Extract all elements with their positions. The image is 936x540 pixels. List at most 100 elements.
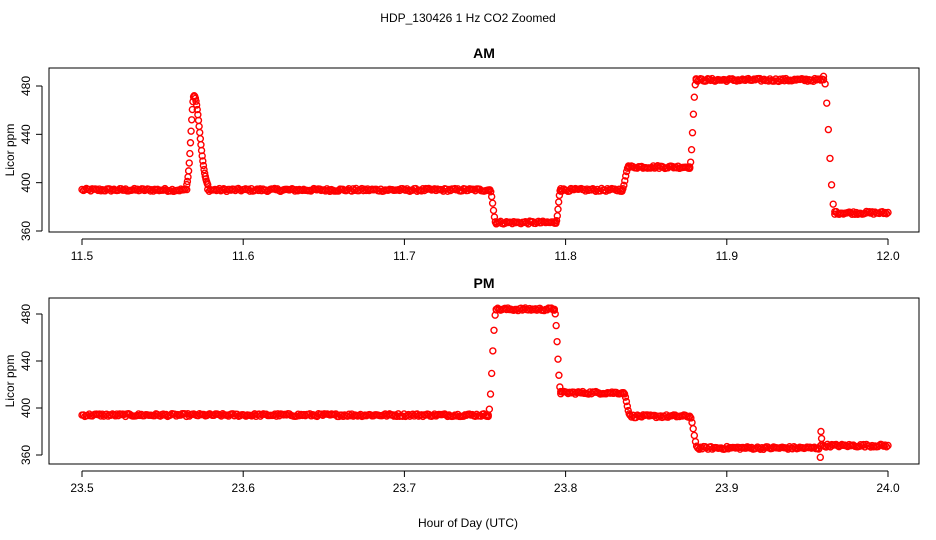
data-point xyxy=(884,441,892,450)
data-point xyxy=(185,159,193,167)
x-tick-label: 11.6 xyxy=(232,249,255,263)
data-point xyxy=(823,99,831,107)
data-point xyxy=(622,172,630,180)
data-point xyxy=(690,431,699,440)
y-axis-title: Licor ppm xyxy=(3,124,17,177)
figure-title: HDP_130426 1 Hz CO2 Zoomed xyxy=(380,11,555,25)
x-tick-label: 24.0 xyxy=(876,481,900,495)
data-point xyxy=(183,180,191,189)
chart-panels: AM 11.5 11.6 11.7 11.8 11.9 12.0 360 400 440 480 Li… xyxy=(3,45,920,495)
x-tick-label: 11.8 xyxy=(554,249,577,263)
data-point xyxy=(487,192,496,201)
data-point xyxy=(619,184,627,193)
data-point xyxy=(824,125,833,134)
data-point xyxy=(688,129,697,137)
y-tick-label: 440 xyxy=(19,124,33,144)
data-point xyxy=(183,185,191,194)
x-tick-label: 23.6 xyxy=(232,481,256,495)
data-point xyxy=(188,105,197,114)
data-point xyxy=(551,310,559,318)
data-point xyxy=(197,141,205,149)
data-point xyxy=(186,149,194,158)
data-point xyxy=(819,72,828,81)
y-tick-label: 480 xyxy=(19,76,33,96)
data-point xyxy=(186,139,195,147)
data-points xyxy=(78,304,892,462)
data-point xyxy=(621,177,629,185)
data-point xyxy=(200,165,208,174)
data-point xyxy=(490,213,499,221)
data-point xyxy=(817,434,826,443)
x-tick-label: 23.5 xyxy=(70,481,94,495)
y-tick-label: 440 xyxy=(19,351,33,371)
data-point xyxy=(686,163,694,171)
x-tick-label: 12.0 xyxy=(876,249,900,263)
plot-frame xyxy=(48,297,920,465)
data-point xyxy=(821,80,829,88)
data-point xyxy=(690,93,699,101)
data-point xyxy=(488,199,497,207)
panel-pm: PM 23.5 23.6 23.7 23.8 23.9 24.0 360 400 440 480 Li… xyxy=(3,275,920,495)
data-point xyxy=(554,205,562,213)
data-point xyxy=(623,402,632,410)
data-point xyxy=(819,76,828,84)
data-point xyxy=(487,369,496,378)
data-point xyxy=(881,208,889,217)
data-point xyxy=(183,177,192,186)
data-point xyxy=(552,216,561,225)
plot-frame xyxy=(48,67,920,233)
x-axis-title: Hour of Day (UTC) xyxy=(418,516,518,530)
data-point xyxy=(622,397,631,406)
data-point xyxy=(487,188,495,196)
data-point xyxy=(882,210,891,218)
x-tick-label: 11.5 xyxy=(71,249,94,263)
data-point xyxy=(624,406,632,415)
data-point xyxy=(689,110,698,118)
data-point xyxy=(884,208,892,217)
x-tick-label: 11.9 xyxy=(716,249,739,263)
data-point xyxy=(687,414,695,422)
data-point xyxy=(198,152,206,160)
y-tick-label: 480 xyxy=(19,304,33,324)
data-point xyxy=(553,337,561,346)
data-point xyxy=(550,305,559,313)
data-point xyxy=(816,453,824,462)
data-point xyxy=(196,128,204,137)
y-tick-label: 400 xyxy=(19,172,33,192)
data-point xyxy=(187,127,195,135)
x-tick-label: 23.8 xyxy=(554,481,578,495)
data-point xyxy=(490,326,498,334)
data-point xyxy=(489,206,498,215)
data-point xyxy=(486,390,495,398)
data-point xyxy=(620,390,629,398)
data-point xyxy=(592,187,600,195)
data-point xyxy=(199,157,207,165)
data-point xyxy=(489,347,497,355)
data-point xyxy=(689,425,697,433)
x-tick-label: 23.9 xyxy=(715,481,739,495)
data-point xyxy=(552,321,560,330)
x-tick-label: 11.7 xyxy=(393,249,416,263)
data-point xyxy=(621,393,630,401)
panel-title: PM xyxy=(474,275,495,291)
panel-am: AM 11.5 11.6 11.7 11.8 11.9 12.0 360 400 440 480 Li… xyxy=(3,45,920,263)
data-point xyxy=(826,154,834,163)
data-point xyxy=(196,134,205,143)
data-point xyxy=(193,105,201,114)
data-point xyxy=(829,200,837,208)
data-point xyxy=(554,355,562,363)
data-point xyxy=(691,437,700,446)
data-point xyxy=(827,181,836,189)
data-point xyxy=(199,161,208,170)
data-point xyxy=(192,97,200,105)
data-point xyxy=(756,445,765,453)
y-axis-title: Licor ppm xyxy=(3,355,17,408)
data-point xyxy=(879,442,888,450)
data-point xyxy=(184,167,193,175)
data-point xyxy=(687,146,696,154)
data-point xyxy=(554,198,563,206)
data-point xyxy=(882,443,891,451)
data-point xyxy=(195,122,203,131)
data-point xyxy=(188,116,196,124)
